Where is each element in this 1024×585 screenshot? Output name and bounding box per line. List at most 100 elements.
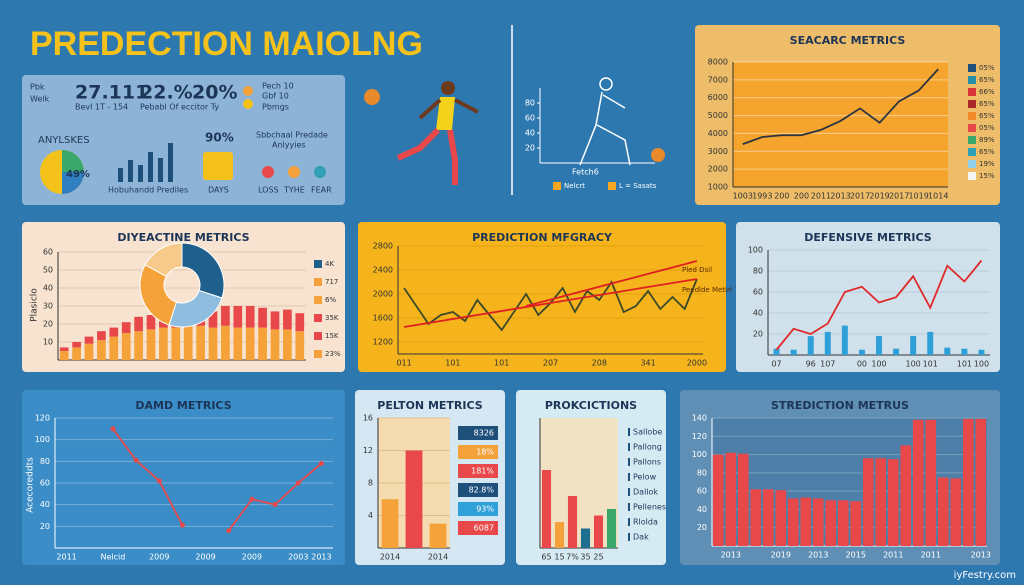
y-tick-label: 120 [35, 414, 50, 423]
x-tick-label: 35 [580, 553, 590, 562]
bar [807, 336, 814, 355]
icon [243, 99, 253, 109]
bar [800, 497, 812, 546]
y-tick-label: 20 [43, 320, 53, 329]
y-tick-label: 30 [43, 302, 53, 311]
legend-marker [314, 278, 322, 286]
x-tick-label: 07 [771, 360, 781, 369]
y-tick-label: 4000 [708, 129, 728, 138]
legend-marker [968, 112, 976, 120]
section-label: Anlyyies [272, 141, 306, 150]
y-tick-label: 80 [525, 99, 535, 108]
bar-segment [221, 306, 230, 326]
legend-marker [314, 260, 322, 268]
legend-label: Rlolda [633, 518, 658, 527]
y-tick-label: 60 [525, 114, 535, 123]
bar [790, 349, 797, 355]
annotation: Pled Dsil [682, 266, 712, 274]
legend-marker [628, 518, 630, 526]
data-point [295, 480, 301, 486]
chart-title: DEFENSIVE METRICS [804, 231, 932, 244]
legend-label: Dak [633, 533, 649, 542]
y-tick-label: 3000 [708, 147, 728, 156]
x-tick-label: 2014 [428, 553, 448, 562]
y-tick-label: 40 [40, 500, 50, 509]
x-tick-label: 7% [566, 553, 579, 562]
bar-segment [283, 329, 292, 360]
legend-label: 05% [979, 124, 995, 132]
x-tick-label: 200 [794, 192, 809, 201]
y-tick-label: 140 [692, 414, 707, 423]
legend-marker [314, 296, 322, 304]
bar-segment [245, 306, 255, 328]
section-value: 90% [205, 131, 234, 145]
data-point [156, 478, 162, 484]
icon [288, 166, 300, 178]
x-tick-label: 200 [774, 192, 789, 201]
y-tick-label: 80 [697, 468, 707, 477]
legend-marker [968, 136, 976, 144]
bar-segment [233, 327, 243, 360]
y-tick-label: 1000 [708, 183, 728, 192]
bar [405, 450, 423, 548]
bar [567, 496, 578, 548]
x-tick-label: 207 [543, 359, 558, 368]
bar-segment [270, 311, 280, 330]
x-tick-label: 2000 [687, 359, 707, 368]
x-tick-label: 100 [906, 360, 921, 369]
x-tick-label: 2015 [846, 551, 866, 560]
x-tick-label: 00 [857, 360, 867, 369]
legend-marker [968, 124, 976, 132]
data-line [742, 68, 939, 145]
y-tick-label: 100 [692, 450, 707, 459]
x-tick-label: 101 [923, 360, 938, 369]
bar-segment [221, 325, 230, 360]
icon [314, 166, 326, 178]
bar-segment [84, 336, 94, 344]
legend-label: 35K [325, 314, 339, 322]
legend-marker [628, 533, 630, 541]
legend-label: Nelcrt [564, 182, 585, 190]
bar [858, 349, 865, 355]
x-tick-label: 2019 [869, 192, 889, 201]
legend-label: Pellenes [633, 503, 666, 512]
legend-marker [968, 64, 976, 72]
legend-marker [968, 160, 976, 168]
bar-segment [171, 327, 181, 360]
bar [837, 500, 849, 546]
bar [912, 419, 924, 546]
icon-label: LOSS [258, 186, 279, 195]
y-tick-label: 12 [363, 446, 373, 455]
x-tick-label: 2011 [811, 192, 831, 201]
legend-label: 181% [471, 467, 494, 476]
legend-label: 23% [325, 350, 341, 358]
chart-title: SEACARC METRICS [790, 34, 906, 47]
bar [750, 489, 762, 546]
bar [900, 445, 912, 546]
x-tick-label: 208 [592, 359, 607, 368]
data-point [133, 457, 139, 463]
legend-label: 65% [979, 112, 995, 120]
pie-slice [181, 242, 225, 299]
x-axis-label: Fetch6 [572, 168, 599, 177]
x-tick-label: 2003 [288, 553, 308, 562]
data-line [775, 259, 983, 351]
y-tick-label: 100 [748, 246, 763, 255]
annotation: Peedlde Metirl [682, 286, 732, 294]
bar-segment [59, 347, 69, 351]
y-tick-label: 5000 [708, 111, 728, 120]
chart-title: STREDICTION METRUS [771, 399, 909, 412]
pie-label: 49% [66, 169, 90, 180]
legend-label: 65% [979, 76, 995, 84]
y-tick-label: 60 [697, 487, 707, 496]
ball [364, 89, 380, 105]
bar [862, 458, 874, 546]
bar [925, 419, 937, 546]
bar [962, 418, 974, 546]
pie-slice [168, 289, 223, 328]
x-tick-label: 2011 [921, 551, 941, 560]
bar [937, 477, 949, 546]
bar [893, 348, 900, 355]
bar-segment [258, 307, 267, 328]
